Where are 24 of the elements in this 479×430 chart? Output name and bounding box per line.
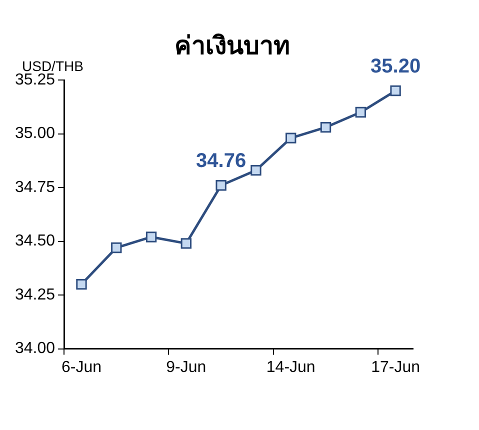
y-tick-label: 35.25 <box>14 71 56 88</box>
point <box>111 242 122 254</box>
y-tick-label: 34.50 <box>14 232 56 250</box>
chart-title: ค่าเงินบาท <box>174 32 290 60</box>
point <box>146 232 157 242</box>
y-tick-label: 34.75 <box>14 178 56 196</box>
point <box>180 238 192 249</box>
point <box>216 180 226 191</box>
y-tick-label: 34.25 <box>14 286 56 304</box>
point <box>355 106 366 118</box>
x-tick-label: 6-Jun <box>61 358 102 376</box>
y-tick-label: 35.00 <box>14 125 56 142</box>
point <box>286 132 296 144</box>
x-tick-label: 9-Jun <box>166 358 206 376</box>
data-label: 35.20 <box>370 55 421 78</box>
y-tick-label: 34.00 <box>14 340 56 358</box>
point <box>250 164 262 176</box>
x-tick-label: 17-Jun <box>371 358 420 376</box>
point <box>76 278 87 290</box>
point <box>320 122 332 133</box>
point <box>390 85 401 96</box>
y-axis-title: USD/THB <box>22 58 84 74</box>
x-tick-label: 14-Jun <box>266 358 316 376</box>
data-label: 34.76 <box>196 150 246 172</box>
